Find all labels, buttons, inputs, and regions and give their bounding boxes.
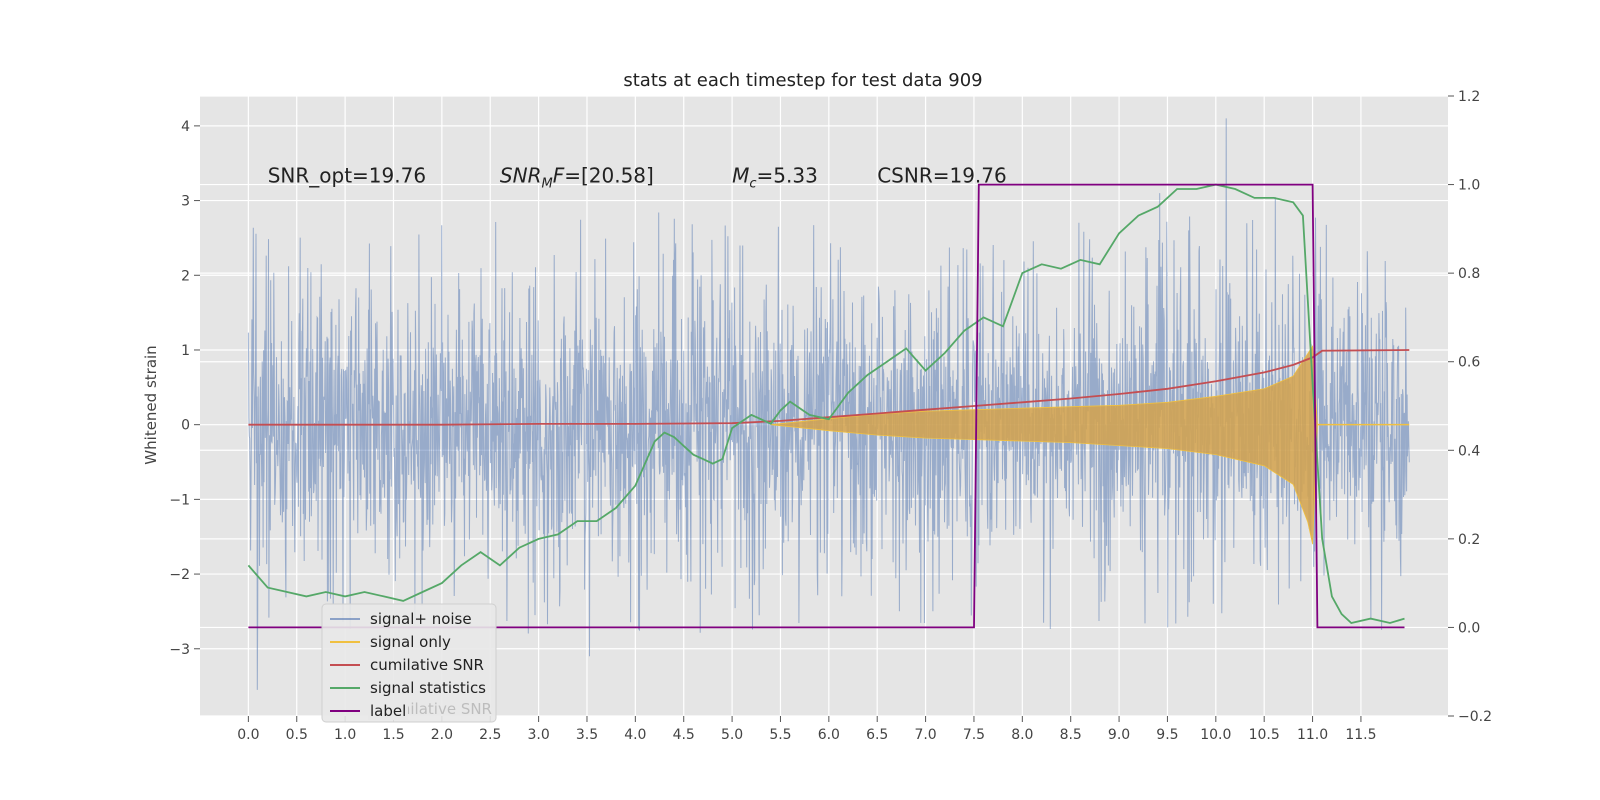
annotation-3: CSNR=19.76 <box>877 163 1007 187</box>
annotation-0: SNR_opt=19.76 <box>268 163 426 187</box>
x-tick-label-2: 1.0 <box>334 727 356 743</box>
y-axis-right: −0.2 0.0 0.2 0.4 0.6 0.8 1.0 1.2 <box>1448 89 1492 725</box>
x-tick-label-17: 8.5 <box>1060 727 1082 743</box>
annotation-2: Mc=5.33 <box>732 163 818 191</box>
y-tick-label-6: 3 <box>181 194 190 210</box>
y-axis-left: −3 −2 −1 0 1 2 3 4 <box>169 119 200 658</box>
x-tick-label-7: 3.5 <box>576 727 598 743</box>
x-tick-label-8: 4.0 <box>624 727 646 743</box>
x-tick-label-14: 7.0 <box>914 727 936 743</box>
annotation-1-suffix-rest: =[20.58] <box>564 163 654 187</box>
x-tick-label-10: 5.0 <box>721 727 743 743</box>
annotations: SNR_opt=19.76 SNRMF=[20.58] Mc=5.33 CSNR=19… <box>268 163 1007 191</box>
annotation-2-base: M <box>732 163 749 187</box>
x-tick-label-15: 7.5 <box>963 727 985 743</box>
x-tick-label-0: 0.0 <box>237 727 259 743</box>
x-tick-label-16: 8.0 <box>1011 727 1033 743</box>
legend-box <box>321 603 497 723</box>
y-tick-label-0: −3 <box>169 642 190 658</box>
x-tick-label-21: 10.5 <box>1249 727 1280 743</box>
x-tick-label-3: 1.5 <box>382 727 404 743</box>
x-tick-label-6: 3.0 <box>527 727 549 743</box>
x-tick-label-4: 2.0 <box>431 727 453 743</box>
annotation-2-suffix: =5.33 <box>757 163 818 187</box>
series-label <box>248 183 1405 629</box>
y2-tick-label-1: 0.0 <box>1458 620 1480 636</box>
y-tick-label-4: 1 <box>181 343 190 359</box>
x-tick-label-18: 9.0 <box>1108 727 1130 743</box>
series-layer <box>247 118 1410 690</box>
x-tick-label-12: 6.0 <box>818 727 840 743</box>
y2-tick-label-2: 0.2 <box>1458 532 1480 548</box>
y-tick-label-2: −1 <box>169 492 190 508</box>
legend-label-0: signal+ noise <box>370 610 472 628</box>
chart-title: stats at each timestep for test data 909 <box>623 70 982 91</box>
series-signal-statistics <box>247 183 1405 624</box>
x-tick-label-5: 2.5 <box>479 727 501 743</box>
annotation-2-sub: c <box>749 176 756 191</box>
x-tick-label-1: 0.5 <box>286 727 308 743</box>
x-tick-label-9: 4.5 <box>673 727 695 743</box>
x-tick-label-20: 10.0 <box>1200 727 1231 743</box>
series-cumilative-snr <box>248 349 1410 426</box>
x-tick-label-19: 9.5 <box>1156 727 1178 743</box>
legend-label-4: label <box>370 702 406 720</box>
annotation-1-sub: M <box>541 176 552 191</box>
y2-tick-label-0: −0.2 <box>1458 709 1492 725</box>
y-tick-label-3: 0 <box>181 418 190 434</box>
y2-tick-label-7: 1.2 <box>1458 89 1480 105</box>
y2-tick-label-5: 0.8 <box>1458 266 1480 282</box>
annotation-1-base: SNR <box>500 163 542 187</box>
legend-label-1: signal only <box>370 633 451 651</box>
annotation-1-suffix: F <box>553 163 565 187</box>
x-tick-label-22: 11.0 <box>1297 727 1328 743</box>
legend-label-3: signal statistics <box>370 679 486 697</box>
y2-tick-label-6: 1.0 <box>1458 178 1480 194</box>
y2-tick-label-3: 0.4 <box>1458 443 1480 459</box>
x-tick-label-13: 6.5 <box>866 727 888 743</box>
legend-label-2: cumilative SNR <box>370 656 484 674</box>
x-tick-label-23: 11.5 <box>1345 727 1376 743</box>
y-axis-label: Whitened strain <box>142 345 160 464</box>
legend-label-backing <box>368 700 408 720</box>
y-tick-label-1: −2 <box>169 567 190 583</box>
y-tick-label-5: 2 <box>181 268 190 284</box>
y-tick-label-7: 4 <box>181 119 190 135</box>
x-axis: 0.0 0.5 1.0 1.5 2.0 2.5 3.0 3.5 4.0 4.5 5.0 5.5 6.0 6… <box>237 716 1377 743</box>
annotation-1: SNRMF=[20.58] <box>500 163 654 191</box>
y2-tick-label-4: 0.6 <box>1458 355 1480 371</box>
series-signal-noise <box>247 118 1410 690</box>
x-tick-label-11: 5.5 <box>769 727 791 743</box>
